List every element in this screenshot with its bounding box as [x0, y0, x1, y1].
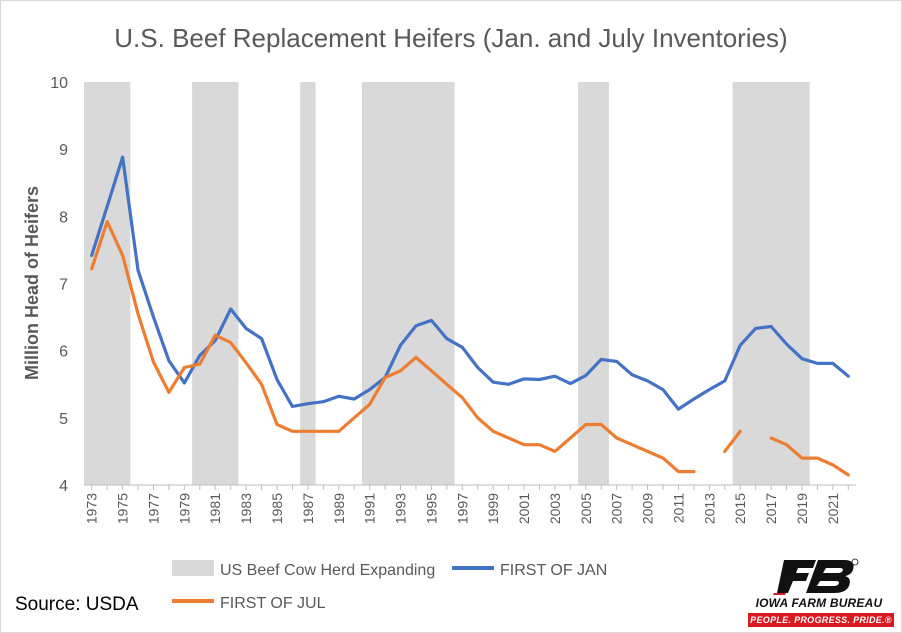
shaded-periods [84, 82, 810, 485]
x-tick-label: 1985 [269, 493, 285, 524]
chart-title: U.S. Beef Replacement Heifers (Jan. and … [114, 23, 787, 53]
logo-tagline: PEOPLE. PROGRESS. PRIDE.® [748, 613, 894, 627]
y-tick-label: 10 [50, 75, 68, 92]
x-tick-label: 2001 [516, 493, 532, 524]
shaded-period-5 [578, 82, 609, 485]
series-lines [90, 155, 850, 477]
axes: 4 5 6 7 8 9 10 1973 1975 1977 1979 1981 1983 1985 1987… [50, 75, 856, 524]
legend: US Beef Cow Herd Expanding FIRST OF JAN FI… [172, 560, 607, 612]
y-tick-label: 4 [59, 478, 68, 495]
x-tick-label: 1975 [115, 493, 131, 524]
x-tick-label: 2015 [732, 493, 748, 524]
iowa-farm-bureau-logo: IOWA FARM BUREAU PEOPLE. PROGRESS. PRIDE… [744, 556, 894, 632]
shaded-period-3 [300, 82, 316, 485]
y-tick-label: 6 [59, 344, 68, 361]
series-line-first-of-jul-seg-2 [723, 429, 742, 453]
legend-label-jan: FIRST OF JAN [500, 562, 607, 579]
legend-label-shaded: US Beef Cow Herd Expanding [220, 562, 435, 579]
x-tick-label: 1983 [238, 493, 254, 524]
fb-logo-mark-icon [773, 558, 859, 595]
x-tick-label: 1977 [145, 493, 161, 524]
x-tick-label: 1999 [485, 493, 501, 524]
x-tick-label: 2005 [578, 493, 594, 524]
legend-swatch-shaded [172, 560, 214, 576]
x-tick-label: 2011 [670, 493, 686, 523]
shaded-period-6 [732, 82, 810, 485]
y-tick-label: 5 [59, 411, 68, 428]
x-tick-label: 2003 [547, 493, 563, 524]
x-tick-label: 1995 [423, 493, 439, 524]
x-tick-label: 2021 [825, 493, 841, 524]
y-axis-label: Million Head of Heifers [22, 186, 42, 380]
y-tick-label: 8 [59, 209, 68, 226]
x-tick-label: 1987 [300, 493, 316, 524]
series-line-first-of-jul-seg-3 [769, 436, 850, 477]
shaded-period-2 [192, 82, 239, 485]
x-tick-label: 1991 [362, 493, 378, 524]
x-tick-label: 2009 [640, 493, 656, 524]
x-tick-label: 2017 [763, 493, 779, 524]
logo-name: IOWA FARM BUREAU [755, 596, 883, 610]
x-tick-label: 1989 [331, 493, 347, 524]
x-tick-label: 2019 [794, 493, 810, 524]
legend-label-jul: FIRST OF JUL [220, 595, 326, 612]
x-tick-label: 1981 [207, 493, 223, 524]
x-tick-label: 1973 [84, 493, 100, 524]
x-tick-label: 1993 [393, 493, 409, 524]
y-tick-label: 7 [59, 277, 68, 294]
shaded-period-4 [361, 82, 455, 485]
x-tick-label: 2007 [609, 493, 625, 524]
source-note: Source: USDA [15, 594, 139, 615]
y-tick-label: 9 [59, 142, 68, 159]
x-tick-label: 2013 [701, 493, 717, 524]
x-tick-label: 1979 [176, 493, 192, 524]
x-tick-label: 1997 [454, 493, 470, 524]
shaded-period-1 [84, 82, 131, 485]
series-line-first-of-jul-seg-1 [90, 220, 696, 474]
